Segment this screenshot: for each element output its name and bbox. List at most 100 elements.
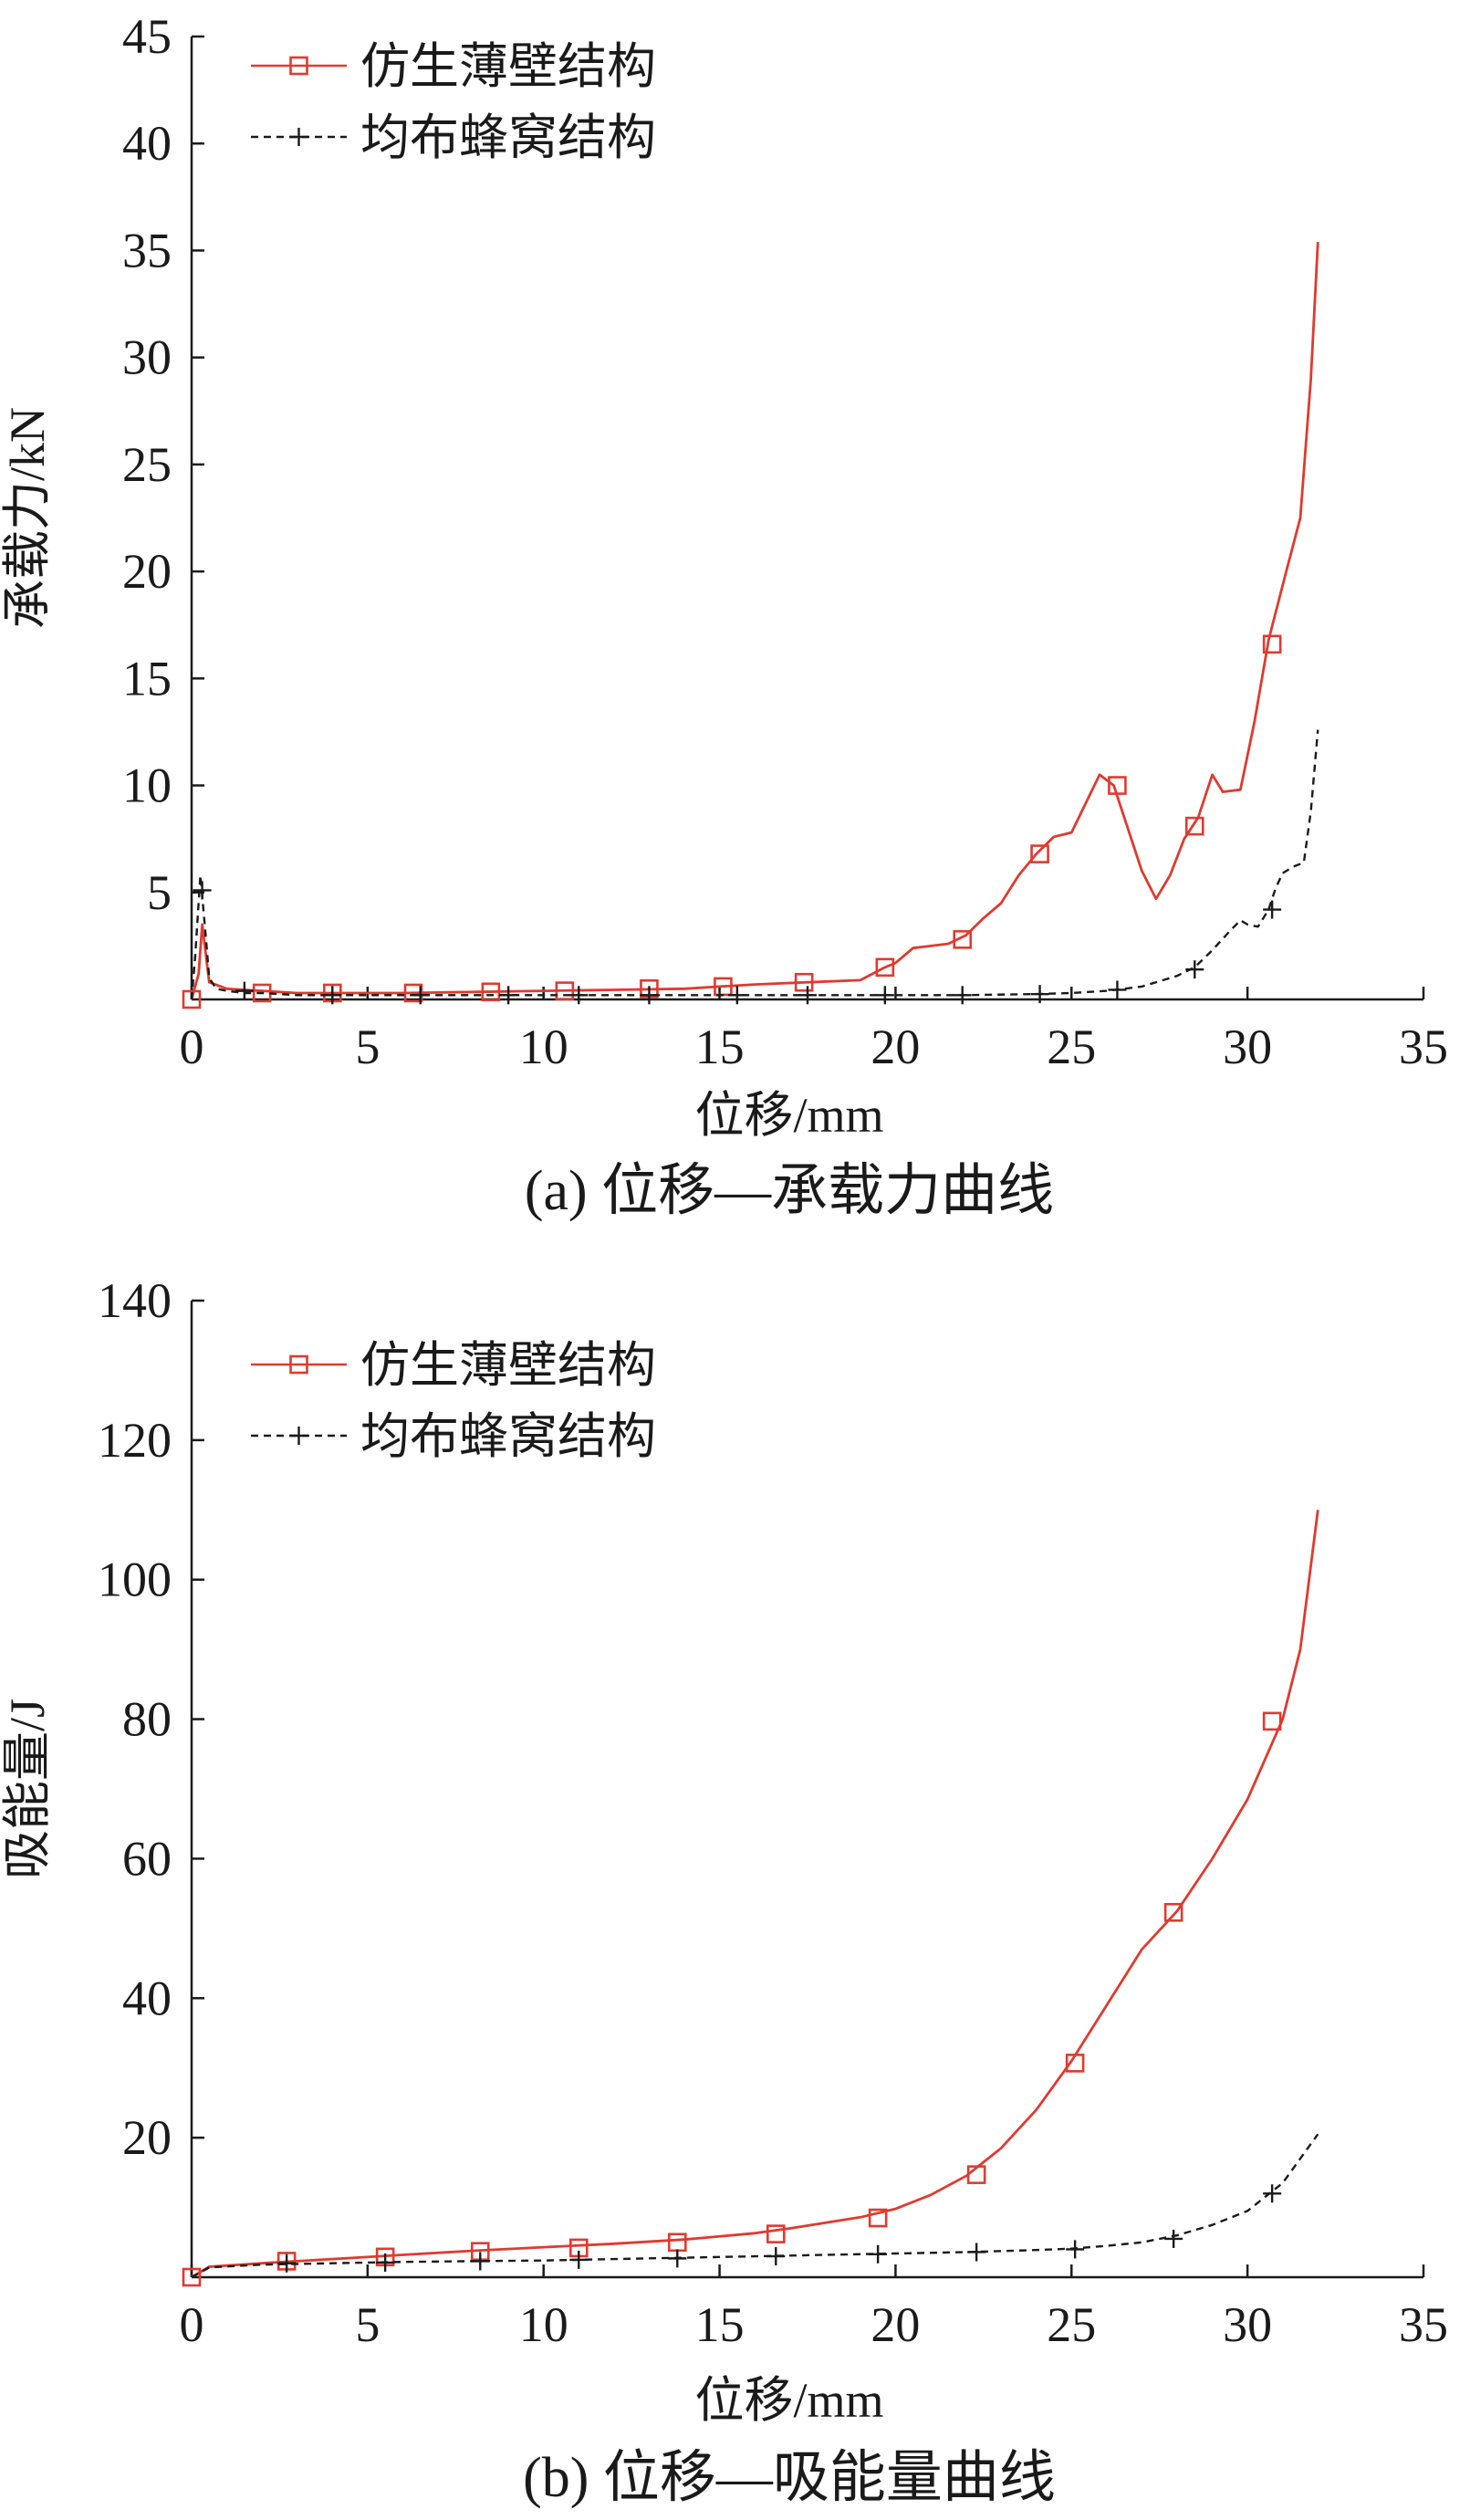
- series-marker: [798, 986, 817, 1005]
- x-tick-label: 25: [1047, 1020, 1096, 1074]
- x-tick-label: 0: [180, 2297, 204, 2352]
- legend-label: 仿生薄壁结构: [360, 39, 656, 94]
- series-marker: [1108, 980, 1127, 999]
- series-marker: [471, 2252, 490, 2271]
- y-tick-label: 25: [122, 437, 172, 492]
- series-marker: [1163, 1902, 1183, 1922]
- series-marker: [727, 986, 746, 1005]
- series-marker: [875, 957, 895, 978]
- legend-marker: [289, 56, 308, 76]
- x-tick-label: 5: [355, 1020, 380, 1074]
- x-tick-label: 35: [1399, 1020, 1448, 1074]
- x-axis-title: 位移/mm: [694, 2373, 883, 2428]
- series-marker: [875, 986, 894, 1005]
- legend-label: 仿生薄壁结构: [360, 1338, 656, 1393]
- series-marker: [953, 930, 973, 949]
- series-marker: [668, 2249, 687, 2268]
- x-tick-label: 10: [519, 2297, 568, 2352]
- y-axis-title: 承载力/kN: [0, 407, 55, 629]
- y-tick-label: 20: [122, 2110, 172, 2165]
- y-tick-label: 80: [122, 1692, 172, 1747]
- series-marker: [481, 982, 501, 1002]
- series-marker: [869, 2244, 888, 2264]
- series-marker: [1263, 2184, 1282, 2203]
- series-marker: [1184, 816, 1204, 836]
- chart-b-displacement-energy: 0 5 10 15 20 25 30 35 20 40 60 80 100 120 140 位移/mm 吸能量/…: [0, 1273, 1448, 2509]
- series-marker: [967, 2243, 986, 2262]
- y-tick-label: 35: [122, 223, 172, 277]
- series-marker: [182, 2267, 202, 2287]
- series-marker: [569, 986, 589, 1005]
- series-line: [190, 729, 1319, 1000]
- series-marker: [1108, 776, 1127, 795]
- series-marker: [1262, 634, 1282, 654]
- series-marker: [182, 989, 202, 1009]
- y-tick-label: 15: [122, 651, 172, 706]
- series-line: [191, 2133, 1319, 2279]
- series-marker: [403, 983, 423, 1003]
- y-tick-label: 30: [122, 330, 172, 385]
- series-marker: [499, 986, 518, 1005]
- x-tick-label: 15: [695, 1020, 745, 1074]
- legend-marker: [289, 128, 308, 146]
- series-0: [182, 1510, 1319, 2287]
- legend-label: 均布蜂窝结构: [360, 110, 656, 165]
- y-tick-label: 5: [147, 865, 172, 920]
- series-0: [182, 242, 1319, 1009]
- chart-caption: (a) 位移—承载力曲线: [525, 1160, 1054, 1222]
- series-marker: [569, 2250, 589, 2269]
- x-tick-label: 10: [519, 1020, 568, 1074]
- series-1: [191, 2133, 1319, 2279]
- y-tick-label: 10: [122, 758, 172, 813]
- series-marker: [411, 986, 430, 1005]
- series-marker: [1263, 900, 1282, 919]
- y-tick-label: 100: [98, 1553, 172, 1607]
- series-marker: [277, 2253, 297, 2273]
- series-marker: [640, 986, 659, 1005]
- x-axis-title: 位移/mm: [694, 1088, 883, 1143]
- series-marker: [1164, 2229, 1183, 2248]
- series-marker: [766, 2247, 786, 2266]
- series-line: [190, 242, 1319, 1000]
- chart-caption: (b) 位移—吸能量曲线: [523, 2447, 1056, 2509]
- x-tick-label: 20: [871, 2297, 920, 2352]
- series-marker: [1030, 985, 1049, 1004]
- series-1: [190, 729, 1319, 1005]
- series-marker: [193, 881, 212, 900]
- x-tick-label: 25: [1047, 2297, 1096, 2352]
- series-marker: [1185, 960, 1204, 979]
- series-marker: [868, 2208, 888, 2228]
- x-tick-label: 0: [180, 1020, 204, 1074]
- y-tick-label: 60: [122, 1831, 172, 1886]
- series-marker: [667, 2232, 687, 2253]
- legend-label: 均布蜂窝结构: [360, 1409, 656, 1464]
- series-marker: [1262, 1711, 1282, 1731]
- y-axis-title: 吸能量/J: [0, 1699, 55, 1879]
- y-tick-label: 40: [122, 1971, 172, 2025]
- chart-a-displacement-force: 0 5 10 15 20 25 30 35 5 10 15 20 25 30 35 40 45 位移/mm 承载力/…: [0, 9, 1448, 1222]
- series-marker: [1065, 2054, 1085, 2073]
- y-tick-label: 120: [98, 1413, 172, 1468]
- series-marker: [235, 981, 254, 1000]
- series-line: [191, 1510, 1319, 2279]
- y-tick-label: 140: [98, 1273, 172, 1328]
- legend-marker: [289, 1427, 308, 1445]
- y-tick-label: 45: [122, 9, 172, 64]
- x-tick-label: 15: [695, 2297, 745, 2352]
- series-marker: [794, 972, 814, 992]
- series-marker: [953, 986, 972, 1005]
- series-marker: [966, 2165, 986, 2184]
- series-marker: [1066, 2240, 1085, 2259]
- legend-marker: [289, 1354, 308, 1375]
- x-tick-label: 30: [1223, 2297, 1272, 2352]
- y-tick-label: 20: [122, 544, 172, 599]
- series-marker: [555, 981, 575, 1000]
- series-marker: [323, 986, 342, 1005]
- series-marker: [766, 2224, 786, 2243]
- x-tick-label: 30: [1223, 1020, 1272, 1074]
- x-tick-label: 5: [355, 2297, 380, 2352]
- x-tick-label: 35: [1399, 2297, 1448, 2352]
- y-tick-label: 40: [122, 116, 172, 171]
- series-marker: [1030, 844, 1049, 863]
